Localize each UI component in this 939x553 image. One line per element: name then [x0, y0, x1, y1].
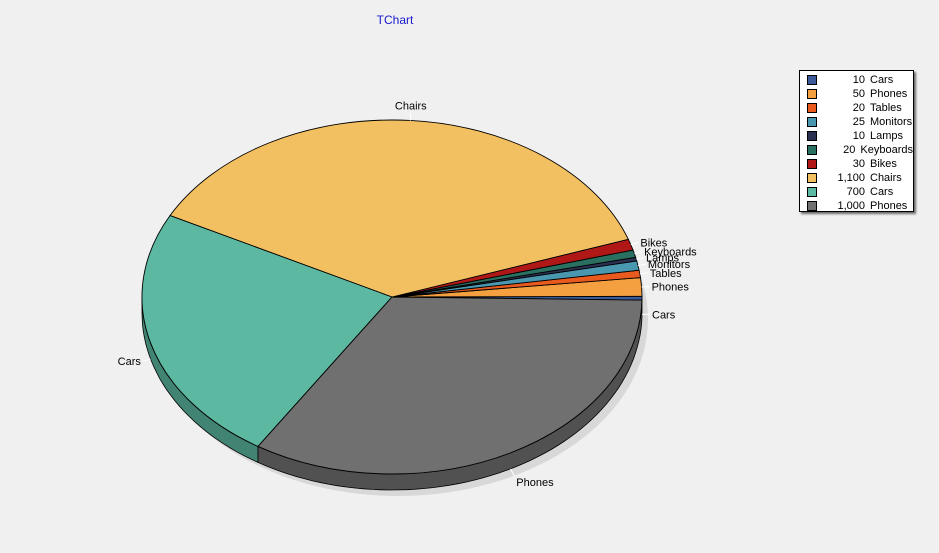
pie-label-line-5 — [634, 251, 643, 255]
legend-label: Keyboards — [860, 144, 913, 156]
legend-item[interactable]: 700 Cars — [800, 185, 913, 199]
pie-slice-8[interactable] — [141, 215, 393, 447]
pie-label-line-6 — [630, 241, 639, 246]
legend-item[interactable]: 10 Lamps — [800, 129, 913, 143]
legend-value: 20 — [852, 102, 865, 114]
chart-title: TChart — [376, 13, 414, 27]
pie-slice-label-1: Phones — [652, 282, 690, 294]
legend-value: 25 — [852, 116, 865, 128]
pie-slice-label-6: Bikes — [640, 237, 667, 249]
pie-slice-label-3: Monitors — [648, 259, 691, 271]
pie-label-line-2 — [639, 272, 648, 275]
legend-item[interactable]: 25 Monitors — [800, 115, 913, 129]
legend-value: 50 — [852, 88, 865, 100]
pie-slice-label-4: Lamps — [646, 252, 680, 264]
pie-label-line-3 — [637, 263, 646, 267]
pie-slice-label-8: Cars — [118, 356, 142, 368]
legend-swatch — [807, 145, 817, 155]
legend-label: Cars — [870, 74, 894, 86]
legend-value: 30 — [852, 158, 865, 170]
legend-swatch — [807, 89, 817, 99]
pie-label-line-4 — [636, 256, 645, 260]
pie-slice-label-9: Phones — [516, 477, 554, 489]
legend-item[interactable]: 20 Keyboards — [800, 143, 913, 157]
legend-label: Phones — [870, 88, 908, 100]
legend-label: Bikes — [870, 158, 897, 170]
pie-label-line-7 — [409, 112, 412, 121]
pie-label-line-8 — [142, 358, 151, 362]
legend-item[interactable]: 30 Bikes — [800, 157, 913, 171]
legend-value: 10 — [852, 74, 865, 86]
legend-label: Phones — [870, 200, 908, 212]
pie-slice-7[interactable] — [169, 119, 629, 298]
pie-slice-label-2: Tables — [650, 268, 682, 280]
chart-legend: 10 Cars 50 Phones 20 Tables 25 Monitors 10 Lamps 2… — [799, 70, 914, 212]
legend-label: Tables — [870, 102, 902, 114]
pie-slice-label-7: Chairs — [395, 101, 427, 113]
pie-label-line-1 — [641, 286, 650, 288]
legend-value: 10 — [852, 130, 865, 142]
legend-item[interactable]: 1,100 Chairs — [800, 171, 913, 185]
legend-swatch — [807, 187, 817, 197]
legend-label: Monitors — [870, 116, 913, 128]
pie-slice-9[interactable] — [257, 296, 643, 475]
legend-swatch — [807, 159, 817, 169]
pie-slice-label-5: Keyboards — [644, 247, 697, 259]
legend-item[interactable]: 20 Tables — [800, 101, 913, 115]
legend-label: Lamps — [870, 130, 904, 142]
legend-swatch — [807, 173, 817, 183]
legend-value: 1,100 — [837, 172, 865, 184]
legend-label: Cars — [870, 186, 894, 198]
pie-slice-label-0: Cars — [652, 309, 676, 321]
legend-swatch — [807, 117, 817, 127]
legend-swatch — [807, 201, 817, 211]
legend-value: 1,000 — [837, 200, 865, 212]
legend-value: 20 — [843, 144, 856, 156]
pie-label-line-9 — [510, 468, 515, 477]
legend-value: 700 — [846, 186, 865, 198]
legend-item[interactable]: 10 Cars — [800, 73, 913, 87]
legend-item[interactable]: 50 Phones — [800, 87, 913, 101]
legend-label: Chairs — [870, 172, 902, 184]
legend-swatch — [807, 75, 817, 85]
legend-swatch — [807, 103, 817, 113]
legend-item[interactable]: 1,000 Phones — [800, 199, 913, 213]
legend-swatch — [807, 131, 817, 141]
